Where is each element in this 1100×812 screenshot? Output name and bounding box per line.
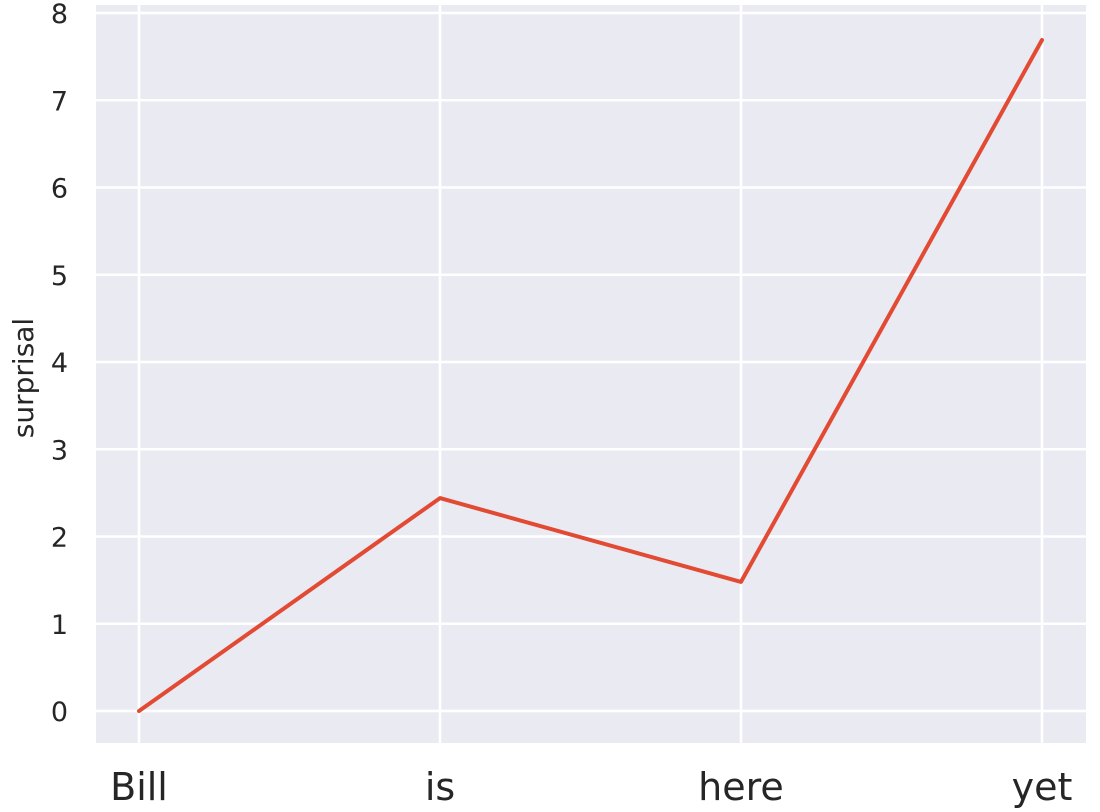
y-tick-label: 2 bbox=[51, 523, 68, 554]
y-tick-label: 3 bbox=[51, 435, 68, 466]
x-tick-label: here bbox=[698, 765, 784, 809]
grid-lines bbox=[96, 5, 1086, 743]
y-tick-label: 7 bbox=[51, 86, 68, 117]
y-tick-label: 4 bbox=[51, 348, 68, 379]
x-tick-label: is bbox=[425, 765, 455, 809]
y-tick-label: 1 bbox=[51, 610, 68, 641]
y-tick-label: 5 bbox=[51, 261, 68, 292]
y-axis-label: surprisal bbox=[7, 318, 40, 438]
x-tick-label: yet bbox=[1012, 765, 1073, 809]
series-line bbox=[137, 38, 1044, 713]
x-tick-label: Bill bbox=[110, 765, 168, 809]
chart-marks bbox=[137, 38, 1044, 713]
y-tick-label: 0 bbox=[51, 697, 68, 728]
y-axis-ticks: 0 1 2 3 4 5 6 7 8 bbox=[51, 0, 68, 728]
x-axis-ticks: Bill is here yet bbox=[110, 765, 1072, 809]
plot-area bbox=[96, 5, 1086, 743]
y-tick-label: 6 bbox=[51, 174, 68, 205]
y-tick-label: 8 bbox=[51, 0, 68, 30]
